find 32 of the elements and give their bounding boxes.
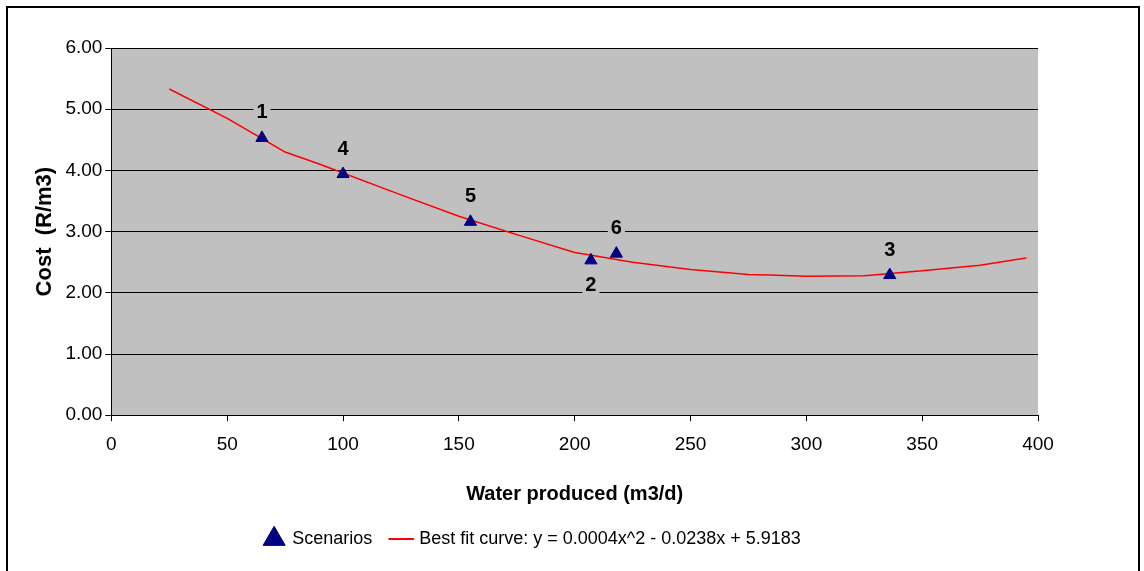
point: [255, 130, 269, 142]
x-tick-label: 350: [906, 432, 939, 454]
x-tick-label: 200: [558, 432, 591, 454]
x-tick-label: 250: [674, 432, 707, 454]
annotation: 1: [256, 100, 268, 123]
annotation: 2: [585, 272, 597, 295]
annotation: 4: [337, 136, 350, 159]
x-tick-label: 150: [443, 432, 475, 454]
point: [336, 166, 350, 179]
y-tick-label: 1.00: [65, 342, 103, 364]
legend-label: Scenarios: [292, 527, 373, 548]
annotation: 5: [464, 184, 477, 207]
x-axis-title: Water produced (m3/d): [466, 481, 684, 504]
annotation: 6: [610, 216, 622, 239]
y-tick-label: 6.00: [65, 36, 103, 58]
y-tick-label: 5.00: [65, 97, 103, 119]
x-tick-label: 300: [790, 432, 823, 454]
point: [463, 214, 478, 226]
y-axis-title: Cost (R/m3): [31, 166, 57, 297]
x-tick-label: 50: [216, 432, 238, 454]
x-tick-label: 400: [1022, 432, 1054, 454]
legend-label: Best fit curve: y = 0.0004x^2 - 0.0238x + 5.9183: [419, 527, 801, 548]
y-tick-label: 3.00: [65, 219, 103, 241]
point: [609, 246, 623, 258]
point: [883, 267, 897, 280]
point: [584, 252, 598, 265]
y-tick-label: 4.00: [65, 158, 103, 180]
annotation: 3: [884, 237, 896, 260]
x-tick-label: 0: [106, 432, 117, 454]
y-tick-label: 2.00: [65, 281, 103, 303]
y-tick-label: 0.00: [65, 403, 103, 425]
x-tick-label: 100: [327, 432, 359, 454]
